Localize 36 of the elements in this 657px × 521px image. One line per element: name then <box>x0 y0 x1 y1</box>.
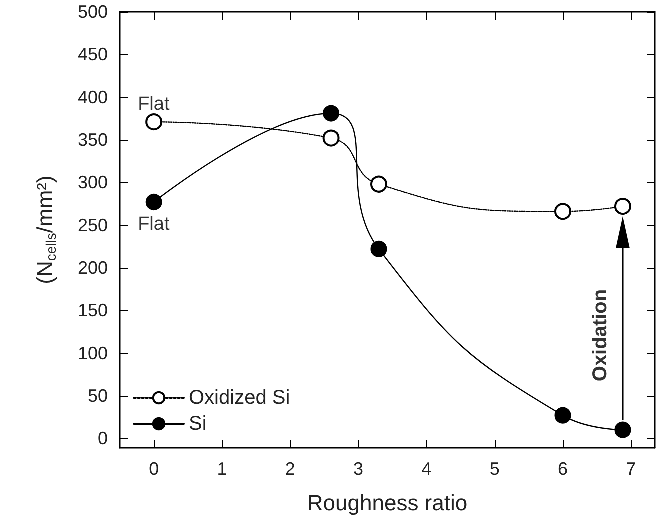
x-tick-label: 0 <box>149 459 160 479</box>
legend-label: Oxidized Si <box>189 387 290 409</box>
annotation: Oxidation <box>590 289 613 382</box>
x-tick-label: 7 <box>626 459 636 479</box>
x-tick-label: 1 <box>217 459 228 479</box>
point <box>146 194 162 211</box>
y-tick-label: 0 <box>98 428 108 449</box>
point <box>370 176 388 193</box>
y-tick-label: 200 <box>78 258 108 278</box>
point <box>146 114 163 131</box>
point <box>554 203 572 220</box>
y-tick-label: 150 <box>78 300 108 321</box>
y-tick-label: 400 <box>78 87 108 108</box>
y-tick-label: 500 <box>78 2 108 22</box>
annotation: Flat <box>138 94 170 116</box>
annotation: Flat <box>138 214 170 236</box>
legend-label: Si <box>189 413 207 435</box>
point <box>614 422 632 438</box>
x-tick-label: 3 <box>354 459 364 479</box>
y-tick-label: 250 <box>78 215 108 236</box>
x-tick-label: 5 <box>490 459 500 479</box>
x-axis-title: Roughness ratio <box>307 490 468 516</box>
point <box>614 198 632 216</box>
y-tick-label: 450 <box>78 44 108 65</box>
x-tick-label: 2 <box>285 459 296 479</box>
point <box>554 407 572 424</box>
point <box>322 130 340 147</box>
point <box>323 105 340 122</box>
y-tick-label: 300 <box>78 172 108 193</box>
y-axis-title: (Ncells/mm²) <box>32 176 59 284</box>
x-tick-label: 6 <box>558 459 568 479</box>
y-tick-label: 100 <box>78 343 108 364</box>
y-tick-label: 350 <box>78 130 108 150</box>
point <box>370 240 388 258</box>
y-tick-label: 50 <box>88 386 108 406</box>
x-tick-label: 4 <box>422 459 432 479</box>
